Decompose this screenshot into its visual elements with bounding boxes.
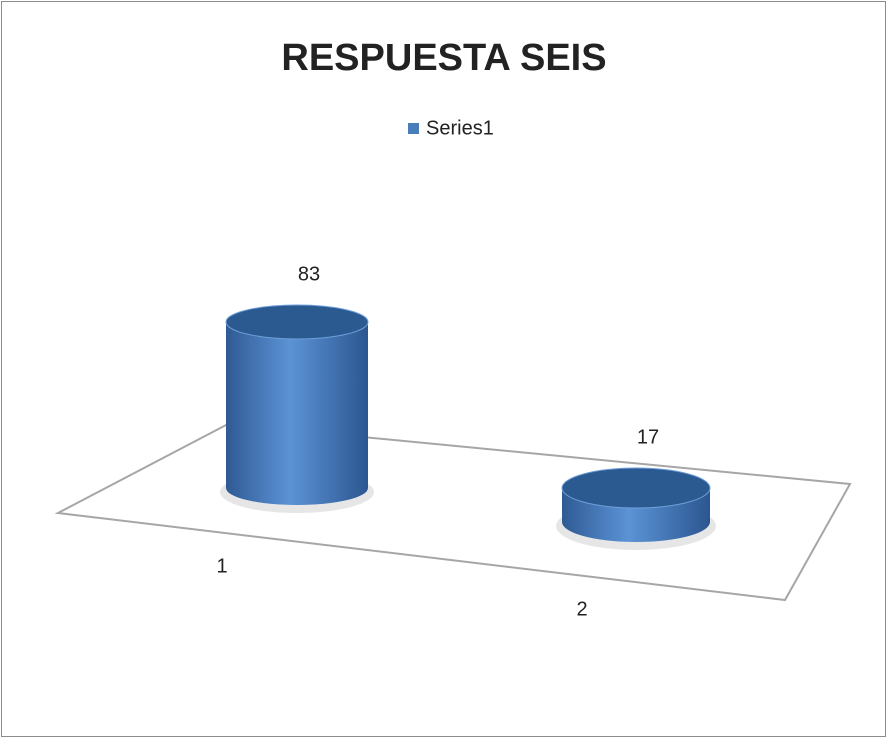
- value-label: 17: [637, 426, 659, 448]
- x-tick-label: 1: [216, 555, 227, 577]
- cylinder-top: [225, 304, 369, 340]
- legend-label: Series1: [426, 117, 494, 139]
- bar: [226, 322, 368, 505]
- x-tick-label: 2: [576, 598, 587, 620]
- value-label: 83: [298, 263, 320, 285]
- chart-title: RESPUESTA SEIS: [281, 37, 606, 79]
- legend-swatch: [408, 123, 419, 134]
- cylinder-top: [561, 467, 711, 509]
